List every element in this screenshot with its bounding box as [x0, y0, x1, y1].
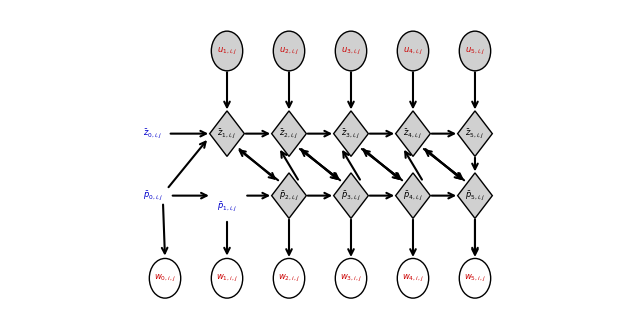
Polygon shape [458, 173, 492, 218]
Text: ${\bar{z}_{3,i,j}}$: ${\bar{z}_{3,i,j}}$ [341, 127, 361, 140]
Polygon shape [271, 173, 307, 218]
Text: ${\bar{z}_{1,i,j}}$: ${\bar{z}_{1,i,j}}$ [217, 127, 237, 140]
Text: ${\bar{p}_{2,i,j}}$: ${\bar{p}_{2,i,j}}$ [279, 189, 300, 202]
Text: ${\bar{p}_{5,i,j}}$: ${\bar{p}_{5,i,j}}$ [465, 189, 485, 202]
Text: ${u_{3,i,j}}$: ${u_{3,i,j}}$ [341, 46, 361, 56]
Text: ${w_{4,i,j}}$: ${w_{4,i,j}}$ [402, 273, 424, 284]
Text: ${w_{1,i,j}}$: ${w_{1,i,j}}$ [216, 273, 238, 284]
Text: ${\bar{p}_{0,i,j}}$: ${\bar{p}_{0,i,j}}$ [143, 189, 163, 202]
Text: ${u_{5,i,j}}$: ${u_{5,i,j}}$ [465, 46, 485, 56]
Polygon shape [271, 111, 307, 156]
Text: ${\bar{p}_{1,i,j}}$: ${\bar{p}_{1,i,j}}$ [217, 201, 237, 213]
Text: ${\bar{p}_{3,i,j}}$: ${\bar{p}_{3,i,j}}$ [340, 189, 361, 202]
Polygon shape [333, 173, 369, 218]
Text: ${w_{0,i,j}}$: ${w_{0,i,j}}$ [154, 273, 176, 284]
Ellipse shape [460, 258, 491, 298]
Ellipse shape [273, 258, 305, 298]
Text: ${u_{4,i,j}}$: ${u_{4,i,j}}$ [403, 46, 423, 56]
Polygon shape [458, 111, 492, 156]
Ellipse shape [335, 31, 367, 71]
Text: ${u_{2,i,j}}$: ${u_{2,i,j}}$ [279, 46, 299, 56]
Text: ${\bar{z}_{5,i,j}}$: ${\bar{z}_{5,i,j}}$ [465, 127, 484, 140]
Ellipse shape [397, 258, 429, 298]
Polygon shape [333, 111, 369, 156]
Polygon shape [210, 111, 244, 156]
Ellipse shape [460, 31, 491, 71]
Ellipse shape [211, 31, 243, 71]
Ellipse shape [149, 258, 180, 298]
Ellipse shape [397, 31, 429, 71]
Text: ${u_{1,i,j}}$: ${u_{1,i,j}}$ [217, 46, 237, 56]
Ellipse shape [211, 258, 243, 298]
Text: ${w_{2,i,j}}$: ${w_{2,i,j}}$ [278, 273, 300, 284]
Ellipse shape [273, 31, 305, 71]
Text: ${\bar{z}_{4,i,j}}$: ${\bar{z}_{4,i,j}}$ [403, 127, 423, 140]
Text: ${w_{5,i,j}}$: ${w_{5,i,j}}$ [464, 273, 486, 284]
Text: ${w_{3,i,j}}$: ${w_{3,i,j}}$ [340, 273, 362, 284]
Text: ${\bar{p}_{4,i,j}}$: ${\bar{p}_{4,i,j}}$ [403, 189, 423, 202]
Polygon shape [396, 111, 430, 156]
Text: ${\bar{z}_{2,i,j}}$: ${\bar{z}_{2,i,j}}$ [279, 127, 299, 140]
Text: ${\bar{z}_{0,i,j}}$: ${\bar{z}_{0,i,j}}$ [143, 127, 163, 140]
Polygon shape [396, 173, 430, 218]
Ellipse shape [335, 258, 367, 298]
